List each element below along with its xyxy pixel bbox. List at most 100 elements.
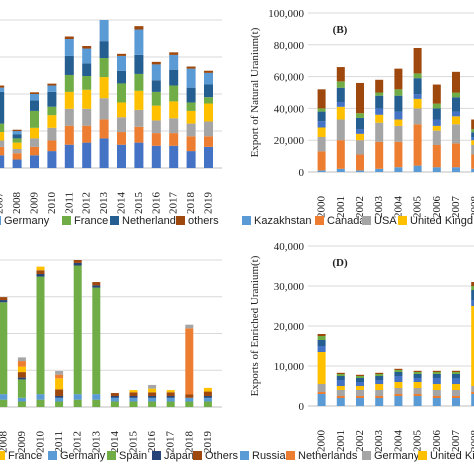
panel-a-legend: Germany France Netherlands others xyxy=(0,215,219,227)
bar-segment xyxy=(117,55,126,71)
bar-segment xyxy=(55,370,64,375)
bar-segment xyxy=(356,374,364,376)
bar-segment xyxy=(64,39,74,56)
bar-segment xyxy=(413,394,422,396)
bar-segment xyxy=(471,306,474,386)
x-tick-label: 2011 xyxy=(53,431,65,453)
bar-segment xyxy=(394,396,403,406)
bar-segment xyxy=(432,384,441,390)
bar-segment xyxy=(394,368,403,370)
bar-segment xyxy=(166,395,175,398)
bar-segment xyxy=(110,401,119,407)
bar-segment xyxy=(12,159,22,168)
bar-segment xyxy=(134,109,144,127)
legend-label: Canada xyxy=(327,215,366,227)
legend-label: Germany xyxy=(374,450,420,462)
y-tick-label: 100,000 xyxy=(268,8,304,20)
bar-segment xyxy=(134,54,144,74)
bar-segment xyxy=(375,384,384,390)
x-tick-label: 2010 xyxy=(46,192,58,215)
bar-segment xyxy=(452,398,460,406)
bar-segment xyxy=(375,141,384,169)
bar-segment xyxy=(110,393,119,396)
x-tick-label: 2008 xyxy=(11,192,23,215)
legend-swatch xyxy=(240,451,249,460)
bar-segment xyxy=(356,382,364,386)
bar-segment xyxy=(169,118,179,134)
bar-segment xyxy=(110,397,119,402)
bar-segment xyxy=(99,58,109,78)
bar-segment xyxy=(413,124,422,166)
bar-segment xyxy=(185,394,194,398)
bar-segment xyxy=(336,87,345,103)
bar-segment xyxy=(30,146,39,156)
bar-segment xyxy=(117,144,126,168)
bar-segment xyxy=(166,401,175,407)
bar-segment xyxy=(432,125,441,131)
bar-segment xyxy=(394,111,403,120)
bar-segment xyxy=(203,387,212,392)
bar-segment xyxy=(117,132,126,145)
bar-segment xyxy=(117,117,126,133)
y-axis-label: Export of Natural Uranium(t) xyxy=(249,27,261,157)
bar-segment xyxy=(336,372,345,374)
legend-label: United Kingd xyxy=(410,215,473,227)
x-tick-label: 2013 xyxy=(98,192,110,215)
bar-segment xyxy=(148,395,157,398)
bar-segment xyxy=(317,151,326,171)
bar-segment xyxy=(394,382,403,388)
bar-segment xyxy=(166,390,175,393)
panel-d-legend: Russia Netherlands Germany United Ki xyxy=(240,450,474,462)
bar-segment xyxy=(317,340,326,346)
legend-swatch xyxy=(0,216,1,225)
y-tick-label: 0 xyxy=(299,401,305,413)
legend-label: France xyxy=(8,450,42,462)
bar-segment xyxy=(375,79,384,93)
y-axis-label: Exports of Enriched Uranium(t) xyxy=(249,255,261,396)
panel-c-legend: France Germany Spain Japan Others xyxy=(0,450,239,462)
bar-segment xyxy=(12,153,22,160)
bar-segment xyxy=(185,401,194,407)
bar-segment xyxy=(151,64,161,81)
x-tick-label: 2016 xyxy=(146,431,158,454)
x-tick-label: 2003 xyxy=(373,430,385,453)
bar-segment xyxy=(17,372,26,378)
bar-segment xyxy=(186,102,196,111)
bar-segment xyxy=(134,90,144,110)
x-tick-label: 2005 xyxy=(412,430,424,453)
bar-segment xyxy=(394,370,403,372)
bar-segment xyxy=(117,102,126,118)
bar-segment xyxy=(317,121,326,128)
bar-segment xyxy=(30,138,39,147)
bar-segment xyxy=(471,290,474,300)
bar-segment xyxy=(336,390,345,396)
bar-segment xyxy=(148,388,157,393)
legend-swatch xyxy=(242,216,251,225)
bar-segment xyxy=(64,144,74,168)
bar-segment xyxy=(452,111,460,117)
bar-segment xyxy=(73,260,82,263)
bar-segment xyxy=(55,397,64,402)
bar-segment xyxy=(317,346,326,352)
bar-segment xyxy=(12,148,22,154)
x-tick-label: 2015 xyxy=(133,192,145,215)
bar-segment xyxy=(117,53,126,56)
bar-segment xyxy=(47,140,57,152)
bar-segment xyxy=(452,372,460,374)
bar-segment xyxy=(203,397,212,402)
x-tick-label: 2008 xyxy=(0,431,9,454)
bar-segment xyxy=(47,106,57,116)
legend-label: Spain xyxy=(119,450,147,462)
bar-segment xyxy=(64,108,74,126)
bar-segment xyxy=(0,123,5,133)
bar-segment xyxy=(394,125,403,142)
bar-segment xyxy=(317,111,326,122)
bar-segment xyxy=(185,324,194,329)
bar-segment xyxy=(166,392,175,396)
legend-label: USA xyxy=(374,215,397,227)
bar-segment xyxy=(17,377,26,380)
bar-segment xyxy=(394,376,403,382)
x-tick-label: 2001 xyxy=(335,430,347,452)
bar-segment xyxy=(336,398,345,406)
legend-swatch xyxy=(362,451,371,460)
